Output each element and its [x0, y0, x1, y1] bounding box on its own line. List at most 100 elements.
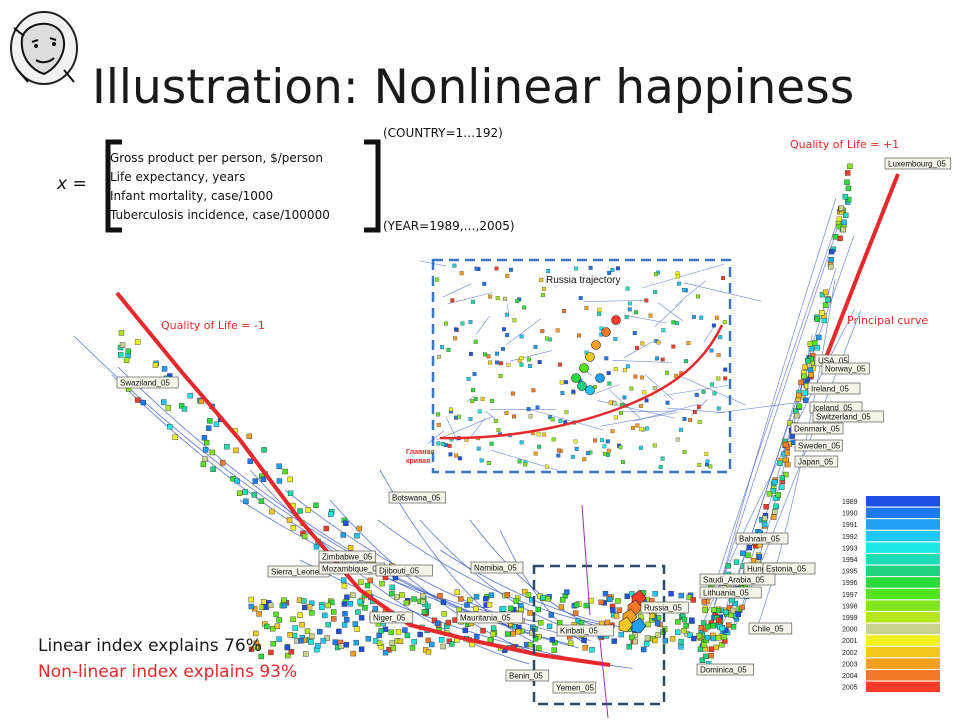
inset-trajectory: [683, 282, 762, 302]
data-point: [287, 476, 293, 483]
data-point: [616, 607, 623, 613]
data-point: [395, 629, 402, 635]
feature-infant-mortality: Infant mortality, case/1000: [110, 189, 274, 203]
inset-data-point: [627, 307, 632, 312]
data-points: [117, 163, 853, 671]
data-point: [770, 488, 776, 494]
data-point: [276, 463, 282, 469]
inset-data-point: [527, 364, 532, 368]
data-point: [669, 635, 676, 642]
country-label-box: [794, 455, 839, 468]
data-point: [276, 636, 282, 642]
data-point: [540, 594, 546, 601]
inset-trajectory: [657, 302, 683, 322]
inset-data-point: [537, 360, 542, 365]
data-point: [261, 447, 267, 453]
data-point: [352, 621, 359, 627]
data-point: [462, 627, 469, 634]
data-point: [332, 639, 338, 645]
data-point: [783, 471, 789, 478]
country-label: Kiribati_05: [560, 627, 598, 636]
data-point: [213, 421, 220, 428]
data-point: [535, 606, 542, 613]
inset-data-point: [452, 263, 457, 268]
data-point: [260, 476, 267, 482]
data-point: [610, 607, 616, 613]
inset-data-point: [716, 353, 721, 358]
inset-data-point: [655, 356, 659, 361]
data-point: [723, 609, 729, 615]
inset-trajectory: [715, 402, 799, 414]
data-point: [209, 449, 215, 456]
year-legend-swatch: [866, 600, 940, 611]
inset-data-point: [684, 359, 689, 364]
data-point: [725, 563, 731, 569]
data-point: [832, 234, 839, 240]
inset-data-point: [723, 376, 728, 381]
inset-data-point: [509, 267, 513, 272]
data-point: [702, 607, 708, 613]
data-point: [340, 577, 347, 583]
inset-data-point: [574, 266, 578, 271]
data-point: [331, 616, 337, 622]
inset-russia-marker: [591, 340, 601, 350]
inset-data-point: [531, 388, 536, 393]
data-point: [730, 607, 736, 614]
data-point: [704, 634, 711, 641]
data-point: [583, 602, 590, 609]
feature-tuberculosis: Tuberculosis incidence, case/100000: [110, 208, 330, 222]
country-label: Sierra_Leone: [271, 568, 320, 577]
data-point: [341, 622, 348, 628]
data-point: [198, 398, 204, 405]
data-point: [425, 637, 432, 644]
data-point: [525, 592, 532, 598]
inset-data-point: [559, 380, 564, 385]
country-label: Saudi_Arabia_05: [703, 576, 765, 585]
data-point: [557, 620, 563, 626]
data-point: [251, 492, 258, 498]
data-point: [745, 552, 751, 558]
inset-trajectory: [530, 409, 604, 431]
data-point: [687, 632, 693, 638]
country-label-box: [318, 550, 376, 563]
inset-data-point: [498, 373, 503, 378]
data-point: [488, 592, 495, 598]
inset-data-point: [638, 404, 643, 408]
data-point: [611, 638, 617, 644]
data-point: [504, 592, 511, 598]
country-label: Yemen_05: [556, 684, 595, 693]
inset-data-point: [677, 281, 681, 286]
data-point: [274, 623, 281, 629]
inset-russia-marker: [601, 327, 611, 337]
data-point: [403, 600, 410, 606]
data-point: [301, 533, 308, 539]
data-point: [434, 620, 441, 627]
country-label-box: [116, 376, 179, 389]
data-point: [390, 645, 397, 651]
inset-trajectory: [592, 384, 620, 395]
country-label: Niger_05: [373, 614, 406, 623]
data-point: [681, 616, 688, 623]
inset-data-point: [539, 278, 544, 282]
data-point: [699, 657, 706, 663]
inset-data-point: [600, 438, 605, 443]
year-legend-swatch: [866, 588, 940, 600]
inset-data-point: [519, 362, 524, 367]
inset-trajectory: [447, 292, 493, 305]
data-point: [236, 490, 243, 496]
data-point: [119, 342, 126, 348]
inset-data-point: [682, 417, 687, 421]
data-point: [200, 461, 207, 468]
inset-data-point: [711, 323, 716, 328]
inset-data-point: [450, 298, 455, 303]
data-point: [290, 616, 296, 623]
inset-data-point: [654, 272, 658, 277]
year-legend-label: 2004: [842, 673, 858, 680]
data-point: [560, 597, 566, 603]
data-point: [618, 631, 625, 638]
data-point: [632, 638, 639, 645]
data-point: [125, 348, 132, 354]
inset-data-point: [699, 315, 704, 320]
slide-title: Illustration: Nonlinear happiness: [92, 60, 855, 115]
inset-data-point: [648, 313, 653, 318]
